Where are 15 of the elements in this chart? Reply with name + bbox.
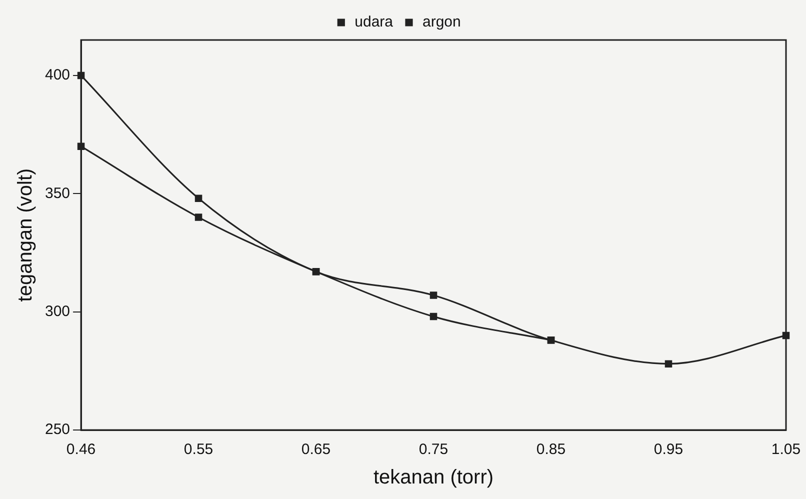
y-tick-label: 400 [44, 66, 70, 84]
x-tick-label: 0.85 [536, 441, 566, 458]
y-tick-label: 300 [44, 302, 70, 320]
x-tick-label: 1.05 [771, 441, 801, 458]
legend-label: udara [354, 14, 394, 31]
x-tick-label: 0.75 [418, 441, 448, 458]
x-tick-label: 0.95 [654, 441, 684, 458]
x-tick-label: 0.46 [66, 441, 96, 458]
y-tick-label: 350 [44, 184, 70, 202]
y-axis-title: tegangan (volt) [14, 168, 37, 302]
y-tick-label: 250 [44, 421, 70, 438]
x-tick-label: 0.65 [301, 441, 331, 458]
x-tick-label: 0.55 [184, 441, 214, 458]
x-axis-title: tekanan (torr) [373, 466, 494, 489]
legend-label: argon [422, 14, 461, 31]
